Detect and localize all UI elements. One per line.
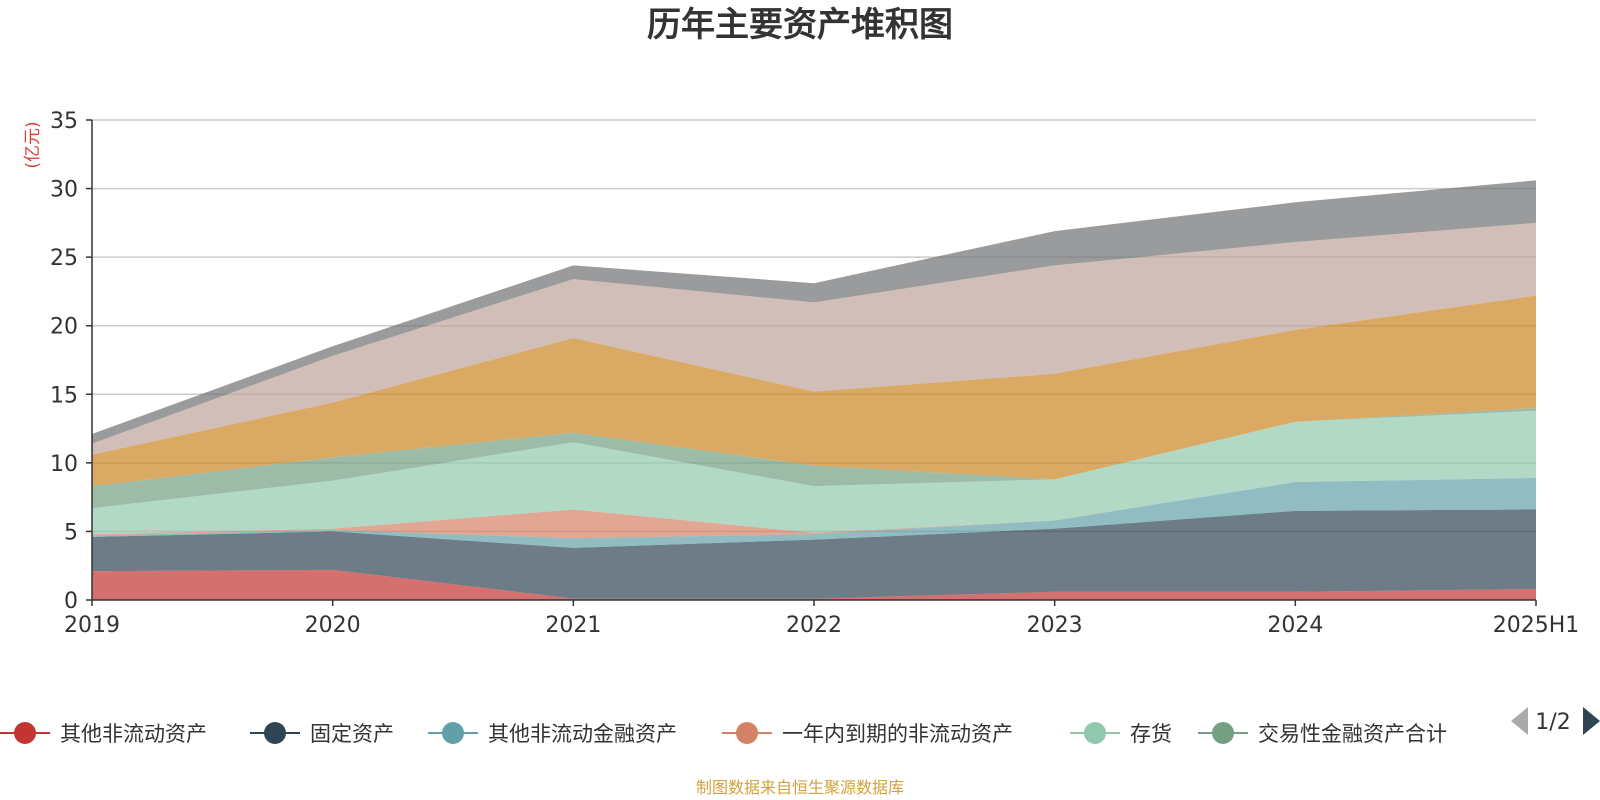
- legend-label: 其他非流动金融资产: [488, 722, 677, 746]
- x-tick-label: 2025H1: [1493, 613, 1580, 638]
- y-tick-label: 20: [50, 315, 78, 340]
- x-tick-label: 2019: [64, 613, 120, 638]
- legend-item[interactable]: 其他非流动资产: [0, 722, 207, 746]
- legend-item[interactable]: 其他非流动金融资产: [428, 722, 677, 746]
- y-axis-unit: (亿元): [23, 121, 43, 168]
- legend-next-arrow-icon[interactable]: [1583, 707, 1600, 735]
- legend-circle-icon: [442, 722, 464, 744]
- area-series-6: [92, 295, 1536, 487]
- y-tick-label: 15: [50, 383, 78, 408]
- legend-circle-icon: [264, 722, 286, 744]
- legend-item[interactable]: 存货: [1070, 722, 1172, 746]
- data-source-note: 制图数据来自恒生聚源数据库: [696, 778, 904, 797]
- legend: 其他非流动资产 固定资产 其他非流动金融资产 一年内到期的非流动资产 存货 交易性金融资产…: [0, 722, 1447, 746]
- area-series-5: [92, 408, 1536, 509]
- x-tick-label: 2024: [1267, 613, 1323, 638]
- legend-label: 固定资产: [310, 722, 394, 746]
- y-tick-label: 10: [50, 452, 78, 477]
- area-series-4: [92, 410, 1536, 535]
- legend-circle-icon: [1084, 722, 1106, 744]
- y-tick-label: 35: [50, 109, 78, 134]
- legend-item[interactable]: 一年内到期的非流动资产: [722, 722, 1013, 746]
- legend-item[interactable]: 交易性金融资产合计: [1198, 722, 1447, 746]
- y-tick-label: 0: [64, 589, 78, 614]
- axes: 0 5 10 15 20 25 30 35 2019 2020 2021 2022 2023 2024 20…: [50, 109, 1579, 638]
- x-tick-label: 2023: [1027, 613, 1083, 638]
- y-tick-label: 5: [64, 520, 78, 545]
- chart-title: 历年主要资产堆积图: [647, 5, 953, 45]
- legend-label: 其他非流动资产: [60, 722, 207, 746]
- legend-prev-arrow-icon[interactable]: [1511, 707, 1528, 735]
- area-series-7: [92, 222, 1536, 455]
- legend-label: 一年内到期的非流动资产: [782, 722, 1013, 746]
- y-tick-label: 25: [50, 246, 78, 271]
- y-tick-label: 30: [50, 178, 78, 203]
- legend-circle-icon: [1212, 722, 1234, 744]
- area-series-2: [92, 477, 1536, 548]
- legend-item[interactable]: 固定资产: [250, 722, 394, 746]
- legend-label: 交易性金融资产合计: [1258, 722, 1447, 746]
- legend-circle-icon: [14, 722, 36, 744]
- x-tick-label: 2021: [545, 613, 601, 638]
- legend-page-indicator: 1/2: [1535, 710, 1570, 735]
- x-tick-label: 2022: [786, 613, 842, 638]
- x-tick-label: 2020: [305, 613, 361, 638]
- area-series-0: [92, 569, 1536, 600]
- stacked-areas: [92, 180, 1536, 600]
- area-series-8: [92, 180, 1536, 444]
- legend-label: 存货: [1130, 722, 1172, 746]
- legend-circle-icon: [736, 722, 758, 744]
- area-series-3: [92, 477, 1536, 539]
- area-series-1: [92, 509, 1536, 599]
- legend-pager: 1/2: [1511, 707, 1600, 735]
